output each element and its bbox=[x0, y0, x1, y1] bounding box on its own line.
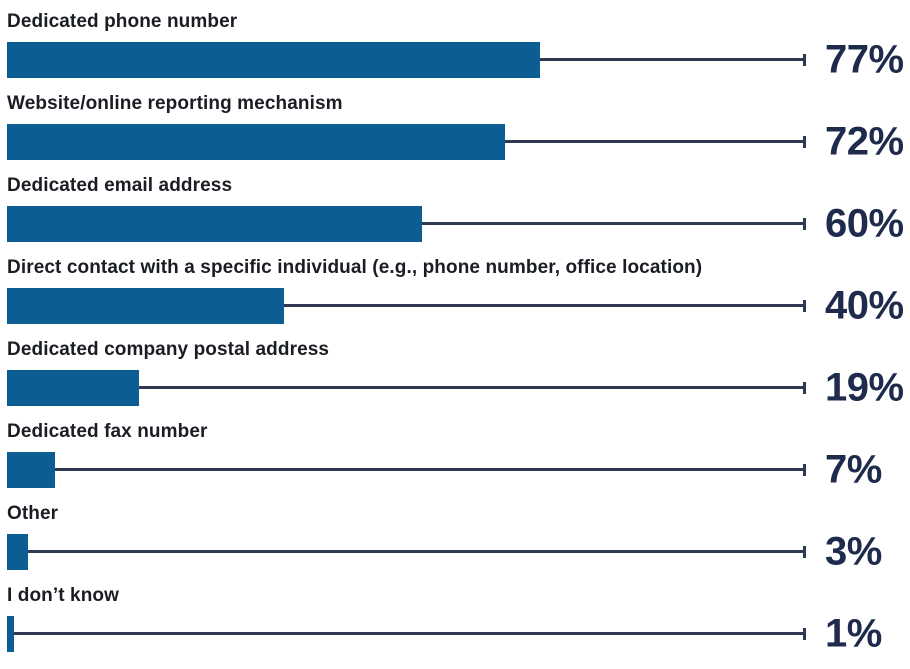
leader-line bbox=[139, 386, 803, 389]
bar-row: Dedicated fax number 7% bbox=[0, 410, 910, 492]
category-label: Dedicated company postal address bbox=[7, 339, 330, 360]
value-label: 1% bbox=[825, 611, 882, 656]
end-tick bbox=[803, 382, 806, 394]
bar-area: 19% bbox=[7, 366, 910, 410]
end-tick bbox=[803, 218, 806, 230]
bar-area: 1% bbox=[7, 612, 910, 656]
bar-area: 7% bbox=[7, 448, 910, 492]
bar-area: 40% bbox=[7, 284, 910, 328]
bar-row: Website/online reporting mechanism 72% bbox=[0, 82, 910, 164]
bar-row: Dedicated company postal address 19% bbox=[0, 328, 910, 410]
bar bbox=[7, 370, 139, 406]
category-label: Dedicated phone number bbox=[7, 11, 238, 32]
leader-line bbox=[28, 550, 803, 553]
leader-line bbox=[14, 632, 803, 635]
category-label: I don’t know bbox=[7, 585, 120, 606]
end-tick bbox=[803, 628, 806, 640]
end-tick bbox=[803, 54, 806, 66]
bar-row: Dedicated phone number 77% bbox=[0, 0, 910, 82]
leader-line bbox=[540, 58, 803, 61]
category-label: Other bbox=[7, 503, 59, 524]
leader-line bbox=[505, 140, 803, 143]
category-label: Direct contact with a specific individua… bbox=[7, 257, 703, 278]
end-tick bbox=[803, 546, 806, 558]
value-label: 60% bbox=[825, 201, 904, 246]
leader-line bbox=[422, 222, 803, 225]
end-tick bbox=[803, 464, 806, 476]
leader-line bbox=[284, 304, 803, 307]
bar bbox=[7, 534, 28, 570]
category-label: Dedicated email address bbox=[7, 175, 233, 196]
bar-row: I don’t know 1% bbox=[0, 574, 910, 656]
bar-area: 72% bbox=[7, 120, 910, 164]
category-label: Website/online reporting mechanism bbox=[7, 93, 343, 114]
bar-row: Other 3% bbox=[0, 492, 910, 574]
value-label: 19% bbox=[825, 365, 904, 410]
bar bbox=[7, 206, 422, 242]
bar bbox=[7, 42, 540, 78]
bar-row: Dedicated email address 60% bbox=[0, 164, 910, 246]
bar bbox=[7, 452, 55, 488]
value-label: 7% bbox=[825, 447, 882, 492]
leader-line bbox=[55, 468, 803, 471]
value-label: 40% bbox=[825, 283, 904, 328]
bar-area: 3% bbox=[7, 530, 910, 574]
bar bbox=[7, 288, 284, 324]
end-tick bbox=[803, 300, 806, 312]
category-label: Dedicated fax number bbox=[7, 421, 208, 442]
value-label: 72% bbox=[825, 119, 904, 164]
bar-row: Direct contact with a specific individua… bbox=[0, 246, 910, 328]
value-label: 77% bbox=[825, 37, 904, 82]
bar bbox=[7, 616, 14, 652]
bar bbox=[7, 124, 505, 160]
bar-area: 77% bbox=[7, 38, 910, 82]
end-tick bbox=[803, 136, 806, 148]
bar-area: 60% bbox=[7, 202, 910, 246]
value-label: 3% bbox=[825, 529, 882, 574]
